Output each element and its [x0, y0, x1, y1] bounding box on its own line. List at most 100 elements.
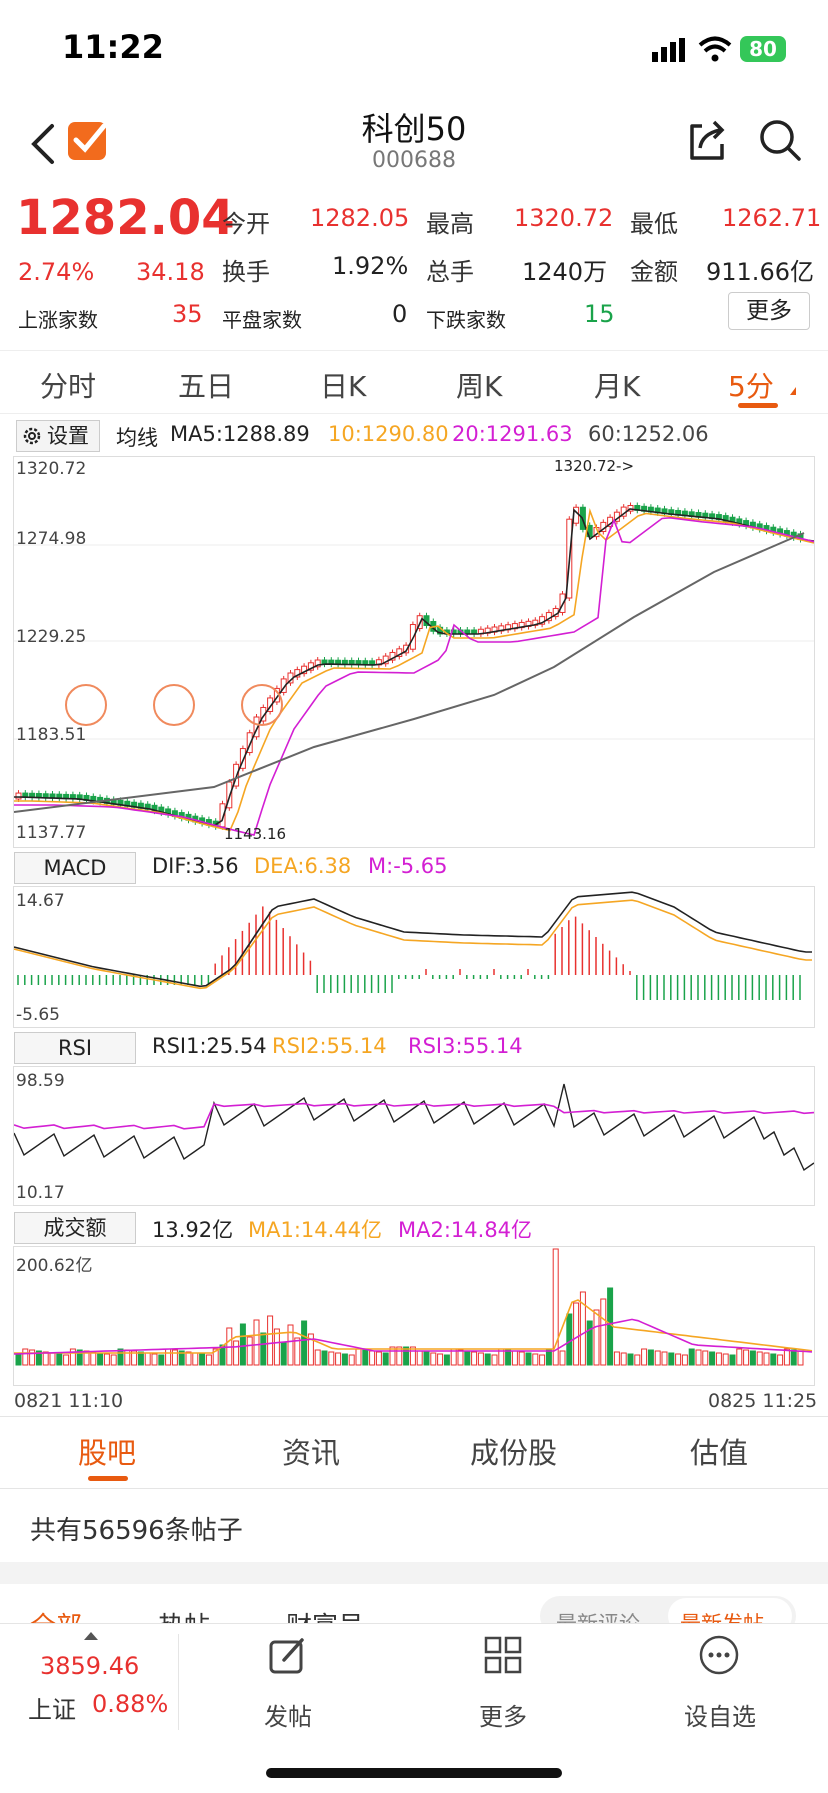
volume-bar: [709, 1351, 716, 1366]
tab-monthly-k[interactable]: 月K: [594, 370, 641, 403]
volume-bar: [566, 1313, 573, 1366]
turnover-label: 换手: [222, 258, 270, 286]
rsi-y-top: 98.59: [16, 1071, 65, 1091]
index-up-arrow-icon: [84, 1632, 98, 1640]
volume-bar: [348, 1354, 355, 1366]
candle-body: [246, 732, 253, 754]
battery-icon: 80: [740, 36, 786, 62]
toolbar-post[interactable]: 发帖: [264, 1703, 312, 1731]
index-name[interactable]: 上证: [28, 1696, 76, 1724]
tab-valuation[interactable]: 估值: [690, 1436, 749, 1470]
time-axis-start: 0821 11:10: [14, 1390, 124, 1412]
tab-intraday[interactable]: 分时: [40, 370, 97, 403]
trade-marker-icon: [153, 684, 195, 726]
rsi-chart[interactable]: [14, 1067, 814, 1205]
volume-bar: [369, 1350, 376, 1366]
filter-all[interactable]: 全部: [30, 1606, 82, 1624]
watchlist-check-icon[interactable]: [66, 118, 110, 162]
candle-body: [15, 792, 22, 800]
rsi2-value: RSI2:55.14: [272, 1034, 387, 1058]
tab-five-day[interactable]: 五日: [178, 370, 235, 403]
volume-bar: [477, 1352, 484, 1366]
index-change[interactable]: 0.88%: [92, 1690, 169, 1718]
volume-bar: [539, 1354, 546, 1366]
rsi-panel[interactable]: 98.59 10.17: [13, 1066, 815, 1206]
post-edit-icon[interactable]: [268, 1636, 308, 1676]
back-icon[interactable]: [28, 122, 58, 166]
volume-bar: [90, 1351, 97, 1366]
index-value[interactable]: 3859.46: [40, 1652, 140, 1680]
tab-five-minute[interactable]: 5分: [728, 370, 774, 403]
kline-panel[interactable]: 1320.72 1274.98 1229.25 1183.51 1137.77 …: [13, 456, 815, 848]
volume-bar: [56, 1353, 63, 1366]
volume-bar: [763, 1352, 770, 1366]
rsi-label-button[interactable]: RSI: [14, 1032, 136, 1064]
home-indicator: [266, 1768, 562, 1778]
volume-bar: [647, 1349, 654, 1366]
volume-panel[interactable]: 200.62亿: [13, 1246, 815, 1386]
more-button[interactable]: 更多: [728, 292, 810, 330]
macd-dea-line: [14, 899, 812, 990]
filter-fortune[interactable]: 财富号: [286, 1606, 364, 1624]
search-icon[interactable]: [758, 118, 802, 162]
grid-more-icon[interactable]: [484, 1636, 522, 1674]
volume-bar: [280, 1341, 287, 1366]
ellipsis-circle-icon[interactable]: [698, 1634, 740, 1676]
toolbar-add-watchlist[interactable]: 设自选: [684, 1703, 756, 1731]
volume-bar: [722, 1353, 729, 1366]
filter-hot[interactable]: 热帖: [158, 1606, 210, 1624]
tab-news[interactable]: 资讯: [282, 1436, 341, 1470]
section-gap: [0, 1562, 828, 1584]
tab-daily-k[interactable]: 日K: [320, 370, 367, 403]
volume-bar: [260, 1332, 267, 1366]
current-price: 1282.04: [16, 190, 235, 246]
change-value: 34.18: [136, 258, 205, 286]
rsi-y-bottom: 10.17: [16, 1183, 65, 1203]
volume-bar: [654, 1350, 661, 1366]
volume-bar: [15, 1354, 22, 1366]
flat-count-label: 平盘家数: [222, 308, 302, 332]
volume-bar: [131, 1350, 138, 1366]
volume-chart[interactable]: [14, 1247, 814, 1385]
sort-latest-post[interactable]: 最新发帖: [680, 1612, 764, 1624]
volume-bar: [375, 1351, 382, 1366]
ma10-value: 10:1290.80: [328, 422, 449, 446]
divider: [0, 1416, 828, 1417]
volume-bar: [613, 1351, 620, 1366]
volume-bar: [185, 1351, 192, 1366]
macd-chart[interactable]: [14, 887, 814, 1027]
volume-bar: [641, 1348, 648, 1366]
share-icon[interactable]: [686, 118, 728, 162]
open-label: 今开: [222, 210, 270, 238]
toolbar-more[interactable]: 更多: [479, 1703, 527, 1731]
volume-label-button[interactable]: 成交额: [14, 1212, 136, 1244]
volume-value-readout: 13.92亿: [152, 1218, 234, 1242]
volume-bar: [389, 1346, 396, 1366]
bottom-toolbar: 3859.46 上证 0.88% 发帖 更多 设自选: [0, 1623, 828, 1793]
rsi2-line: [14, 1102, 814, 1130]
sort-latest-comment[interactable]: 最新评论: [556, 1612, 640, 1624]
settings-button[interactable]: 设置: [16, 420, 100, 452]
tab-weekly-k[interactable]: 周K: [456, 370, 503, 403]
volume-bar: [307, 1333, 314, 1366]
trade-marker-icon: [65, 684, 107, 726]
volume-bar: [355, 1348, 362, 1366]
macd-panel[interactable]: 14.67 -5.65: [13, 886, 815, 1028]
volume-bar: [301, 1320, 308, 1366]
ma20-line: [14, 516, 814, 836]
kline-chart[interactable]: [14, 457, 814, 847]
volume-bar: [158, 1354, 165, 1366]
volume-bar: [328, 1351, 335, 1366]
down-count-label: 下跌家数: [426, 308, 506, 332]
macd-dif: DIF:3.56: [152, 854, 239, 878]
gear-icon: [23, 427, 41, 445]
volume-bar: [362, 1349, 369, 1366]
tab-constituents[interactable]: 成份股: [470, 1436, 558, 1470]
volume-bar: [151, 1353, 158, 1366]
tab-guba[interactable]: 股吧: [78, 1436, 137, 1470]
candle-body: [239, 748, 246, 769]
sort-toggle[interactable]: 最新评论 最新发帖: [540, 1596, 796, 1624]
macd-label-button[interactable]: MACD: [14, 852, 136, 884]
volume-bar: [457, 1349, 464, 1366]
macd-dif-line: [14, 891, 812, 988]
